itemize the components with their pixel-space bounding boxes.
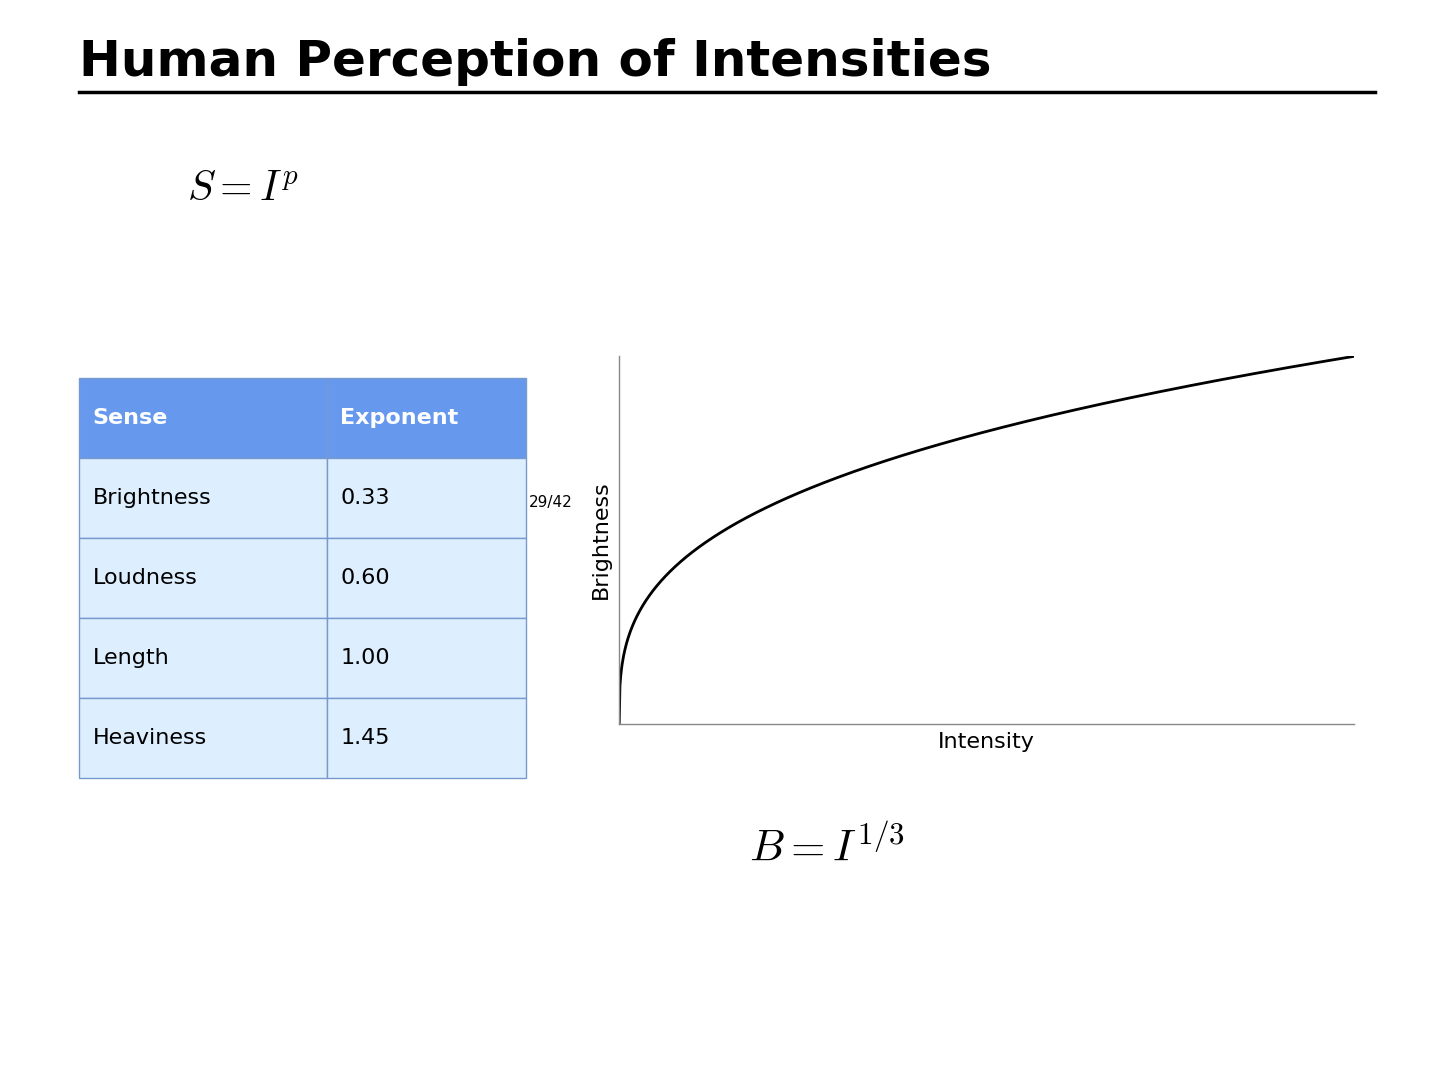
Text: 0.60: 0.60 bbox=[340, 568, 390, 588]
Text: Loudness: Loudness bbox=[92, 568, 197, 588]
FancyBboxPatch shape bbox=[79, 618, 327, 698]
Text: Exponent: Exponent bbox=[340, 408, 458, 428]
Text: Brightness: Brightness bbox=[92, 488, 212, 508]
Text: Human Perception of Intensities: Human Perception of Intensities bbox=[79, 38, 992, 85]
FancyBboxPatch shape bbox=[327, 538, 526, 618]
Text: 1.00: 1.00 bbox=[340, 648, 390, 667]
Text: Sense: Sense bbox=[92, 408, 168, 428]
Text: 29/42: 29/42 bbox=[528, 495, 572, 510]
FancyBboxPatch shape bbox=[327, 458, 526, 538]
Text: Heaviness: Heaviness bbox=[92, 728, 207, 747]
Text: Length: Length bbox=[92, 648, 170, 667]
FancyBboxPatch shape bbox=[79, 538, 327, 618]
Text: $B = I^{1/3}$: $B = I^{1/3}$ bbox=[749, 826, 904, 870]
Y-axis label: Brightness: Brightness bbox=[590, 481, 611, 599]
FancyBboxPatch shape bbox=[79, 698, 327, 778]
Text: 1.45: 1.45 bbox=[340, 728, 390, 747]
FancyBboxPatch shape bbox=[327, 618, 526, 698]
FancyBboxPatch shape bbox=[327, 698, 526, 778]
Text: 0.33: 0.33 bbox=[340, 488, 390, 508]
Text: $S = I^p$: $S = I^p$ bbox=[187, 167, 300, 210]
FancyBboxPatch shape bbox=[79, 378, 327, 458]
FancyBboxPatch shape bbox=[79, 458, 327, 538]
FancyBboxPatch shape bbox=[327, 378, 526, 458]
X-axis label: Intensity: Intensity bbox=[937, 732, 1035, 752]
